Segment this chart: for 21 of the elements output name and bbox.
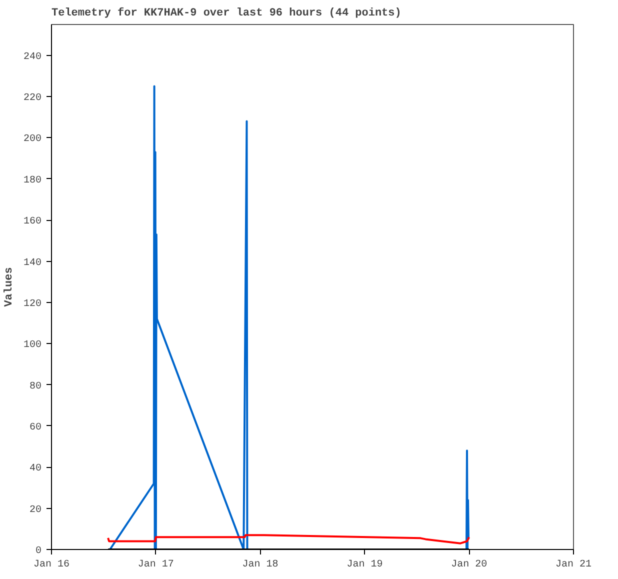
y-tick-label: 140 (23, 258, 42, 269)
y-tick-label: 240 (23, 52, 42, 63)
x-tick-label: Jan 19 (346, 560, 383, 570)
x-tick-label: Jan 16 (33, 560, 70, 570)
y-tick-label: 60 (30, 422, 42, 434)
y-axis-title: Values (3, 267, 16, 307)
y-tick-label: 40 (30, 464, 42, 475)
y-tick-label: 80 (30, 381, 42, 392)
y-tick-label: 100 (23, 340, 42, 352)
y-tick-label: 220 (23, 93, 42, 104)
y-tick-label: 20 (30, 504, 42, 516)
y-tick-label: 200 (23, 134, 42, 146)
x-tick-label: Jan 20 (451, 560, 488, 570)
y-tick-label: 120 (23, 298, 42, 310)
x-tick-label: Jan 21 (555, 560, 592, 570)
y-tick-label: 180 (23, 175, 42, 186)
chart-title: Telemetry for KK7HAK-9 over last 96 hours (44 points) (52, 6, 402, 20)
x-tick-label: Jan 18 (242, 560, 278, 570)
y-tick-label: 0 (36, 546, 42, 557)
y-tick-label: 160 (23, 216, 42, 228)
x-tick-label: Jan 17 (138, 560, 174, 570)
